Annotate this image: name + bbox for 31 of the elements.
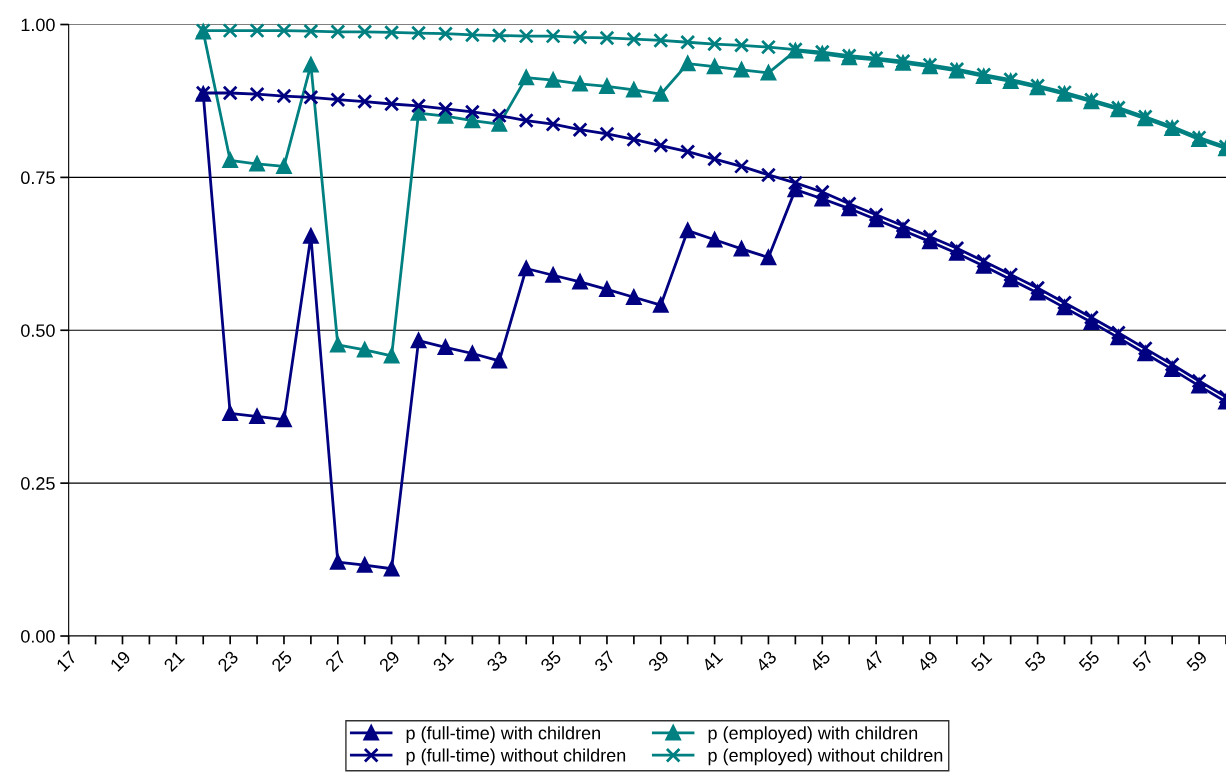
x-tick-label: 53 (1024, 650, 1047, 673)
y-tick-label: 1.00 (21, 18, 55, 32)
legend-label: p (employed) without children (708, 748, 943, 766)
x-tick-label: 49 (916, 650, 939, 673)
x-tick-label: 19 (109, 650, 132, 672)
x-tick-label: 25 (270, 650, 293, 673)
x-tick-label: 37 (593, 650, 616, 673)
y-tick-label: 0.00 (21, 629, 55, 643)
x-tick-label: 33 (485, 650, 509, 673)
x-tick-label: 59 (1185, 650, 1208, 673)
x-tick-label: 41 (701, 650, 724, 673)
legend-label: p (full-time) with children (406, 726, 600, 744)
x-tick-label: 27 (324, 650, 347, 673)
x-tick-label: 21 (163, 650, 185, 673)
y-tick-label: 0.75 (21, 171, 55, 185)
x-tick-label: 23 (216, 650, 239, 673)
x-tick-label: 29 (378, 650, 401, 673)
x-tick-label: 39 (647, 650, 670, 673)
x-tick-label: 45 (808, 650, 832, 673)
legend-label: p (full-time) without children (406, 748, 626, 766)
legend-label: p (employed) with children (708, 726, 918, 744)
x-tick-label: 57 (1132, 650, 1154, 673)
x-tick-label: 43 (754, 650, 778, 673)
x-tick-label: 55 (1078, 650, 1101, 673)
x-tick-label: 35 (539, 650, 562, 673)
y-tick-label: 0.50 (21, 324, 55, 337)
x-tick-label: 51 (970, 650, 993, 673)
x-tick-label: 17 (55, 650, 78, 672)
x-tick-label: 47 (862, 650, 885, 673)
y-tick-label: 0.25 (21, 477, 55, 490)
x-tick-label: 31 (432, 650, 455, 673)
